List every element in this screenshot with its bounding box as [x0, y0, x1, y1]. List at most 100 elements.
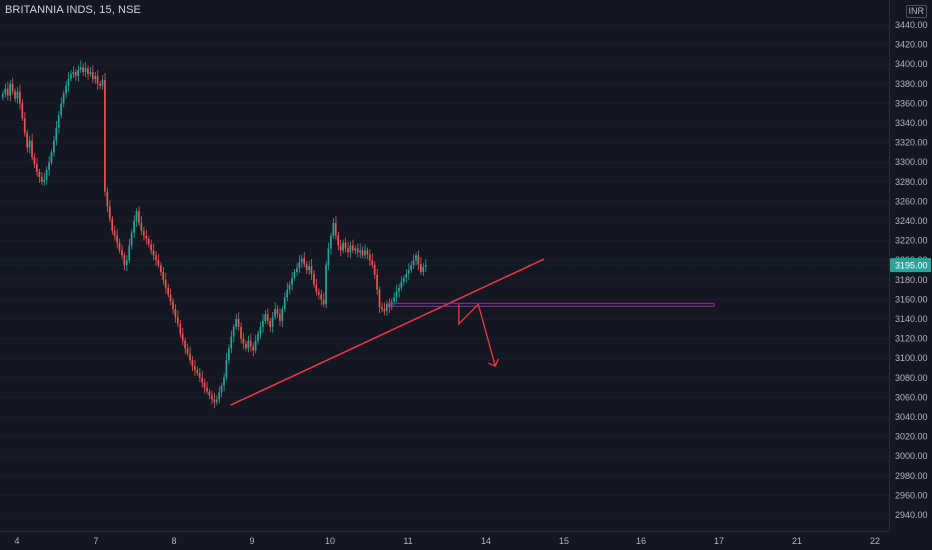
candle-body	[245, 343, 247, 349]
candle-body	[266, 314, 269, 321]
candle-body	[220, 385, 223, 393]
candle-body	[210, 395, 213, 400]
candle-body	[305, 264, 308, 270]
candle-body	[378, 289, 381, 308]
candle-body	[23, 118, 26, 133]
candle-body	[125, 260, 128, 266]
candle-body	[140, 222, 143, 231]
price-tick-label: 3000.00	[895, 451, 928, 461]
price-tick-label: 2940.00	[895, 510, 928, 520]
candle-body	[9, 83, 11, 96]
candle-body	[184, 340, 186, 349]
time-axis[interactable]: 4 7 8 9 10 11 14 15 16 17 21 22	[14, 536, 880, 546]
candle-body	[167, 287, 169, 295]
trendline[interactable]	[230, 258, 545, 406]
candle-body	[6, 88, 9, 96]
candle-body	[332, 222, 335, 236]
candle-body	[254, 340, 257, 351]
candle-body	[70, 74, 72, 79]
candle-body	[354, 248, 357, 251]
price-tick-label: 3080.00	[895, 373, 928, 383]
candle-body	[424, 265, 427, 268]
support-band[interactable]	[387, 302, 715, 307]
candle-body	[286, 289, 289, 298]
candle-body	[300, 258, 303, 263]
candle-body	[405, 273, 408, 278]
candle-body	[347, 248, 349, 253]
candle-body	[320, 294, 323, 300]
candle-body	[11, 83, 14, 92]
candle-body	[249, 340, 252, 347]
candle-body	[317, 291, 320, 295]
candle-body	[395, 291, 398, 298]
candle-body	[344, 242, 347, 249]
candle-body	[223, 377, 225, 386]
candle-body	[31, 140, 33, 158]
candle-body	[33, 157, 36, 165]
price-tick-label: 3060.00	[895, 392, 928, 402]
price-tick-label: 3420.00	[895, 40, 928, 50]
candle-body	[376, 274, 378, 290]
projection-path[interactable]	[458, 303, 496, 367]
candle-body	[291, 277, 293, 285]
candle-body	[203, 382, 206, 388]
candle-body	[174, 309, 177, 318]
candle-body	[381, 307, 383, 310]
candle-body	[138, 211, 140, 223]
candle-body	[410, 265, 412, 270]
candle-body	[87, 68, 89, 74]
time-tick-label: 17	[714, 536, 724, 546]
candle-body	[259, 326, 262, 334]
candle-body	[77, 70, 80, 76]
candle-body	[235, 319, 237, 327]
last-price-badge	[890, 258, 931, 273]
candle-body	[62, 93, 65, 104]
candle-body	[337, 235, 340, 246]
candle-body	[74, 72, 77, 76]
candle-body	[368, 254, 371, 261]
candle-body	[189, 353, 191, 361]
candle-body	[385, 304, 388, 312]
candle-body	[373, 265, 376, 275]
time-tick-label: 16	[636, 536, 646, 546]
candle-body	[417, 255, 420, 265]
price-tick-label: 3400.00	[895, 59, 928, 69]
candle-body	[349, 245, 352, 253]
time-tick-label: 22	[870, 536, 880, 546]
candle-body	[298, 262, 301, 269]
candle-body	[116, 235, 118, 243]
price-tick-label: 3240.00	[895, 216, 928, 226]
price-tick-label: 3180.00	[895, 275, 928, 285]
candle-body	[159, 265, 162, 272]
candle-body	[130, 232, 133, 246]
candle-body	[193, 366, 196, 370]
candle-body	[198, 372, 201, 378]
candle-body	[142, 230, 145, 236]
time-tick-label: 4	[14, 536, 19, 546]
candle-body	[308, 266, 310, 270]
candle-body	[72, 72, 75, 74]
candle-body	[196, 369, 199, 373]
candle-body	[40, 176, 43, 182]
candle-body	[19, 91, 21, 104]
price-tick-label: 3340.00	[895, 118, 928, 128]
price-tick-label: 3020.00	[895, 432, 928, 442]
candle-body	[215, 399, 218, 403]
candle-body	[123, 255, 126, 266]
candle-body	[82, 67, 84, 73]
candle-body	[359, 250, 361, 253]
candle-body	[371, 260, 374, 266]
candle-body	[206, 387, 208, 392]
candle-body	[327, 248, 330, 266]
candle-body	[45, 170, 48, 180]
candle-body	[121, 250, 123, 256]
candle-body	[4, 88, 7, 94]
candle-body	[240, 326, 242, 339]
symbol-title[interactable]: BRITANNIA INDS, 15, NSE	[5, 4, 141, 16]
candle-body	[191, 360, 194, 367]
candle-body	[213, 399, 216, 403]
currency-label[interactable]: INR	[905, 5, 927, 18]
price-tick-label: 3300.00	[895, 157, 928, 167]
candle-body	[128, 245, 131, 261]
